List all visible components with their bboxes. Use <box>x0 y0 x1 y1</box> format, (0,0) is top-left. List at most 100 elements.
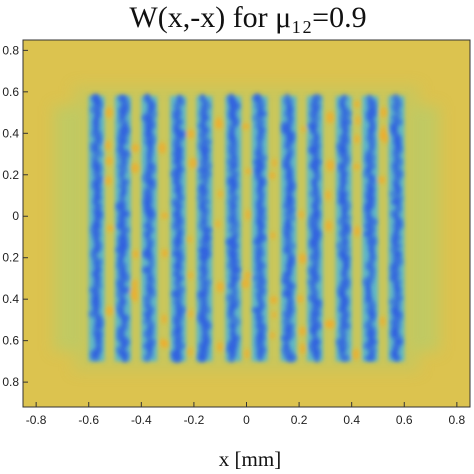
highlight-speckle <box>299 342 306 355</box>
highlight-speckle <box>214 120 223 129</box>
highlight-speckle <box>215 220 220 228</box>
highlight-speckle <box>353 163 360 170</box>
fringe-speckle <box>90 354 101 362</box>
y-axis: 0.8 0.6 0.4 0.2 0 0.2 0.4 0.6 0.8 <box>2 43 28 389</box>
y-tick-label: 0.4 <box>2 126 19 140</box>
halo-band <box>53 105 66 352</box>
fringe-speckle <box>121 353 129 363</box>
fringe-speckle <box>285 353 297 363</box>
highlight-speckle <box>105 176 112 186</box>
highlight-speckle <box>188 271 193 280</box>
fringe-speckle <box>392 354 401 362</box>
highlight-speckle <box>245 168 251 175</box>
highlight-speckle <box>325 220 332 232</box>
highlight-speckle <box>241 278 250 289</box>
fringe-speckle <box>257 354 264 362</box>
fringe-speckle <box>173 278 182 285</box>
highlight-speckle <box>352 348 360 361</box>
fringe-speckle <box>197 193 207 203</box>
y-tick-label: 0.4 <box>2 292 19 306</box>
highlight-speckle <box>354 225 361 237</box>
chart-title: W(x,-x) for μ₁₂=0.9 <box>129 1 366 34</box>
highlight-speckle <box>299 326 306 336</box>
highlight-speckle <box>354 100 360 108</box>
x-tick-label: -0.4 <box>131 413 152 427</box>
highlight-speckle <box>161 212 169 219</box>
highlight-speckle <box>381 124 386 137</box>
highlight-speckle <box>298 253 307 264</box>
highlight-speckle <box>378 175 386 185</box>
fringe-speckle <box>177 118 183 126</box>
highlight-speckle <box>187 236 192 243</box>
highlight-speckle <box>105 106 113 119</box>
fringe-speckle <box>283 202 289 210</box>
fringe-speckle <box>252 306 264 314</box>
highlight-speckle <box>242 123 250 130</box>
y-tick-label: 0.2 <box>2 168 19 182</box>
x-tick-label: 0.6 <box>396 413 413 427</box>
highlight-speckle <box>245 209 251 221</box>
highlight-speckle <box>131 144 140 153</box>
highlight-speckle <box>189 157 198 169</box>
highlight-speckle <box>188 309 193 319</box>
highlight-speckle <box>324 320 332 328</box>
highlight-speckle <box>106 156 113 166</box>
highlight-speckle <box>298 210 304 219</box>
highlight-speckle <box>132 295 138 303</box>
highlight-speckle <box>132 279 138 289</box>
halo-band <box>427 105 440 352</box>
y-tick-label: 0.8 <box>2 43 19 57</box>
highlight-speckle <box>160 338 166 346</box>
fringe-speckle <box>228 353 235 363</box>
highlight-speckle <box>131 162 139 174</box>
fringe-speckle <box>203 178 209 186</box>
highlight-speckle <box>270 332 275 339</box>
highlight-speckle <box>271 311 277 319</box>
fringe-speckle <box>365 354 376 362</box>
x-tick-label: 0.2 <box>291 413 308 427</box>
halo-glow <box>73 85 420 372</box>
highlight-speckle <box>132 249 139 259</box>
y-tick-label: 0.6 <box>2 334 19 348</box>
fringe-speckle <box>143 310 153 318</box>
highlight-speckle <box>216 281 224 293</box>
highlight-speckle <box>218 190 223 198</box>
fringe-speckle <box>203 198 210 206</box>
highlight-speckle <box>244 348 250 359</box>
highlight-speckle <box>269 171 276 180</box>
fringe-speckle <box>171 353 183 363</box>
highlight-speckle <box>107 224 114 232</box>
x-axis: -0.8 -0.6 -0.4 -0.2 0 0.2 0.4 0.6 0.8 <box>26 402 466 427</box>
x-tick-label: -0.2 <box>184 413 205 427</box>
x-axis-label: x [mm] <box>219 447 281 471</box>
y-tick-label: 0.2 <box>2 251 19 265</box>
y-tick-label: 0.6 <box>2 85 19 99</box>
highlight-speckle <box>217 341 223 353</box>
y-tick-label: 0.8 <box>2 375 19 389</box>
highlight-speckle <box>354 134 360 144</box>
highlight-speckle <box>270 232 276 239</box>
highlight-speckle <box>301 125 306 133</box>
highlight-speckle <box>158 142 166 154</box>
highlight-speckle <box>244 271 251 279</box>
highlight-speckle <box>105 140 111 151</box>
fringe-speckle <box>340 354 350 362</box>
x-tick-label: 0.4 <box>343 413 360 427</box>
halo-layer <box>53 85 440 372</box>
highlight-speckle <box>380 316 386 327</box>
highlight-speckle <box>161 248 169 258</box>
fringe-speckle <box>172 114 180 122</box>
highlight-speckle <box>186 129 195 139</box>
fringe-speckle <box>197 353 207 363</box>
x-tick-label: 0.8 <box>449 413 466 427</box>
highlight-speckle <box>161 314 167 324</box>
highlight-speckle <box>355 115 361 126</box>
highlight-speckle <box>380 106 387 118</box>
x-tick-label: -0.8 <box>26 413 47 427</box>
fringe-speckle <box>143 354 150 362</box>
speckle-layer <box>88 93 404 363</box>
highlight-speckle <box>326 159 335 172</box>
highlight-speckle <box>106 305 113 316</box>
highlight-speckle <box>270 295 278 304</box>
